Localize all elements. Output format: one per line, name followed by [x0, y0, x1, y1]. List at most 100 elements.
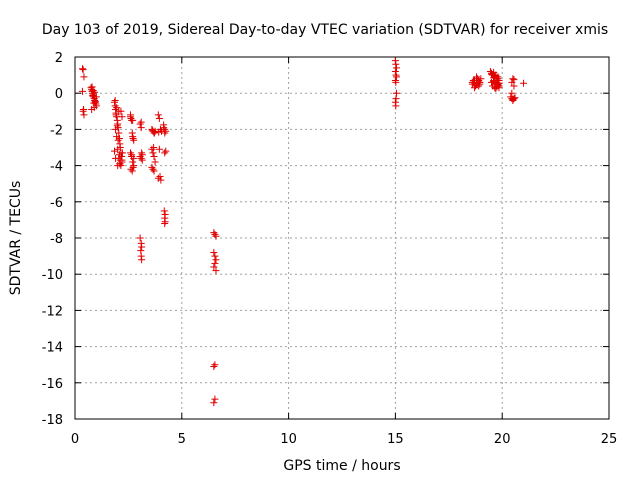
data-point [111, 96, 119, 104]
data-point [211, 230, 219, 238]
x-tick-label: 10 [280, 432, 297, 447]
data-point [392, 60, 400, 68]
data-point [129, 163, 137, 171]
data-point [156, 172, 164, 180]
data-point [510, 82, 518, 90]
data-point [210, 248, 218, 256]
y-tick-label: -16 [42, 377, 63, 392]
data-point [161, 220, 169, 228]
data-point [148, 163, 156, 171]
data-point [212, 232, 220, 240]
y-tick-label: -2 [50, 123, 63, 138]
data-point [494, 81, 502, 89]
data-point [510, 76, 518, 84]
data-point [155, 115, 163, 123]
y-tick-label: -18 [42, 413, 63, 428]
data-point [80, 73, 88, 81]
data-point [150, 129, 158, 137]
data-point [210, 399, 218, 407]
data-point [161, 129, 169, 137]
y-tick-label: -4 [50, 160, 63, 175]
x-tick-label: 15 [387, 432, 404, 447]
data-point [115, 129, 123, 137]
y-tick-label: -12 [42, 304, 63, 319]
data-points [78, 57, 528, 407]
data-point [154, 111, 162, 119]
data-point [112, 125, 120, 133]
data-point [210, 263, 218, 271]
data-point [148, 145, 156, 153]
data-point [155, 128, 163, 136]
data-point [392, 78, 400, 86]
x-tick-label: 0 [71, 432, 79, 447]
data-point [127, 111, 135, 119]
data-point [129, 134, 137, 142]
data-point [162, 127, 170, 135]
data-point [211, 361, 219, 369]
data-point [391, 67, 399, 75]
data-point [210, 363, 218, 371]
data-point [475, 78, 483, 86]
x-tick-label: 20 [494, 432, 511, 447]
data-point [111, 147, 119, 155]
data-point [112, 111, 120, 119]
data-point [472, 82, 479, 90]
data-point [111, 98, 119, 106]
data-point [212, 256, 220, 264]
data-point [113, 122, 121, 130]
grid-lines [75, 57, 609, 419]
data-point [138, 256, 146, 264]
data-point [392, 73, 400, 81]
data-point [210, 229, 218, 237]
data-point [160, 207, 168, 215]
data-point [88, 83, 96, 91]
data-point [80, 105, 88, 113]
data-point [211, 395, 219, 403]
data-point [136, 153, 144, 161]
data-point [494, 75, 502, 83]
y-tick-label: -14 [42, 341, 63, 356]
x-tick-label: 25 [601, 432, 618, 447]
chart-title: Day 103 of 2019, Sidereal Day-to-day VTE… [42, 22, 608, 38]
data-point [136, 120, 144, 128]
y-axis-title: SDTVAR / TECUs [8, 181, 24, 296]
data-point [157, 176, 165, 184]
data-point [90, 99, 98, 107]
y-tick-label: -10 [42, 268, 63, 283]
data-point [137, 118, 145, 126]
data-point [508, 89, 516, 97]
data-point [212, 267, 220, 275]
data-point [470, 84, 478, 92]
data-point [118, 113, 126, 121]
data-point [150, 153, 158, 161]
data-point [113, 133, 121, 141]
y-tick-label: 0 [55, 87, 63, 102]
data-point [392, 95, 400, 103]
data-point [492, 85, 500, 93]
data-point [138, 243, 146, 251]
data-point [211, 252, 219, 260]
data-point [91, 88, 99, 96]
data-point [127, 149, 135, 157]
data-point [151, 158, 159, 166]
data-point [118, 153, 126, 161]
data-point [79, 66, 87, 74]
data-point [112, 154, 120, 162]
data-point [138, 156, 146, 164]
data-point [160, 121, 168, 129]
data-point [129, 116, 137, 124]
data-point [128, 151, 136, 159]
data-point [114, 136, 122, 144]
data-point [88, 105, 96, 113]
data-point [118, 149, 126, 157]
data-point [130, 162, 138, 170]
y-tick-label: -8 [50, 232, 63, 247]
data-point [162, 147, 170, 155]
data-point [136, 234, 144, 242]
data-point [474, 75, 482, 83]
data-point [130, 154, 138, 162]
data-point [91, 97, 99, 105]
data-point [211, 259, 219, 267]
